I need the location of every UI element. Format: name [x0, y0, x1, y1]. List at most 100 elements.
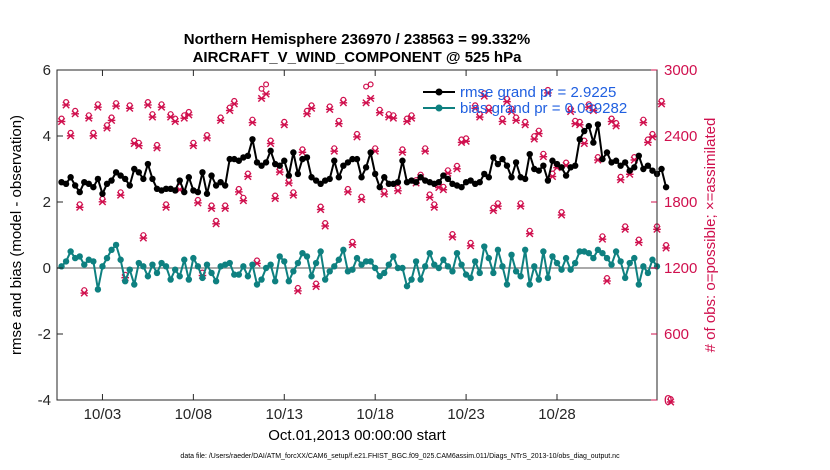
rmse-point [312, 177, 320, 184]
bias-point [412, 258, 420, 265]
x-tick-label: 10/08 [175, 406, 213, 423]
chart-title-line1: Northern Hemisphere 236970 / 238563 = 99… [184, 31, 530, 48]
rmse-point [349, 155, 356, 163]
bias-point [121, 278, 129, 285]
rmse-point [435, 179, 443, 186]
rmse-point [67, 174, 74, 181]
bias-point [231, 271, 238, 278]
obs-assimilated-point [312, 282, 320, 291]
obs-assimilated-point [430, 203, 439, 211]
rmse-point [162, 185, 170, 192]
obs-assimilated-point [66, 132, 75, 140]
obs-assimilated-point [235, 188, 243, 196]
bias-point [312, 259, 320, 267]
legend-rmse-text: rmse grand pr = 2.9225 [460, 84, 616, 101]
rmse-point [235, 157, 243, 164]
obs-assimilated-point [448, 233, 457, 241]
obs-assimilated-point [357, 195, 366, 204]
obs-assimilated-point [107, 116, 116, 125]
bias-point [421, 263, 429, 270]
obs-possible-point [363, 83, 370, 90]
rmse-point [135, 169, 143, 176]
y-left-tick-label: -2 [38, 326, 51, 343]
rmse-point [481, 170, 488, 178]
rmse-point [262, 159, 270, 166]
obs-assimilated-point [148, 113, 157, 121]
bias-point [308, 273, 315, 280]
bias-point [249, 261, 256, 268]
y-right-tick-label: 1200 [664, 260, 697, 277]
bias-point [281, 258, 288, 265]
rmse-point [590, 139, 597, 146]
x-tick-label: 10/23 [447, 406, 485, 423]
rmse-point [194, 188, 202, 196]
rmse-point [185, 174, 193, 181]
obs-assimilated-point [398, 148, 407, 156]
rmse-point [581, 127, 588, 135]
rmse-point [176, 177, 183, 184]
bias-point [340, 246, 347, 254]
rmse-point [490, 154, 497, 161]
rmse-point [526, 150, 533, 158]
bias-point [285, 278, 293, 285]
x-tick-label: 10/03 [84, 406, 122, 423]
bias-point [631, 254, 638, 262]
obs-assimilated-point [189, 142, 198, 150]
obs-assimilated-point [475, 113, 484, 121]
bias-point [435, 264, 443, 272]
rmse-point [267, 147, 274, 155]
rmse-point [571, 162, 579, 169]
bias-point [512, 268, 520, 275]
y-right-tick-label: 1800 [664, 194, 697, 211]
bias-point [471, 258, 479, 265]
bias-point [612, 248, 620, 255]
bias-point [644, 269, 652, 277]
rmse-point [399, 157, 406, 164]
obs-assimilated-point [194, 199, 202, 207]
bias-point [212, 278, 220, 285]
rmse-point [512, 159, 520, 166]
bias-point [67, 248, 74, 255]
obs-assimilated-point [298, 148, 307, 156]
bias-point [635, 281, 643, 288]
rmse-point [303, 154, 311, 161]
obs-assimilated-point [535, 129, 543, 138]
obs-assimilated-point [380, 190, 389, 198]
plot-area [57, 81, 675, 406]
rmse-point [340, 162, 347, 169]
obs-assimilated-point [612, 122, 620, 130]
bias-point [244, 273, 252, 280]
rmse-point [381, 174, 388, 181]
rmse-point [317, 180, 324, 188]
bias-point [135, 259, 143, 267]
obs-assimilated-point [657, 100, 666, 108]
rmse-point [640, 165, 647, 173]
obs-assimilated-point [294, 287, 302, 295]
rmse-point [535, 167, 543, 174]
obs-assimilated-point [153, 144, 161, 152]
rmse-point [112, 169, 120, 176]
y-left-tick-label: -4 [38, 392, 51, 409]
obs-assimilated-point [621, 225, 629, 233]
obs-assimilated-point [285, 179, 293, 187]
rmse-point [467, 177, 474, 184]
rmse-point [553, 160, 561, 168]
obs-assimilated-point [539, 153, 548, 161]
obs-assimilated-point [171, 117, 179, 126]
rmse-point [285, 172, 293, 179]
obs-assimilated-point [635, 238, 643, 247]
bias-point [476, 269, 483, 277]
rmse-point [562, 172, 570, 179]
bias-point [90, 258, 97, 265]
rmse-point [208, 172, 215, 179]
obs-assimilated-point [516, 202, 525, 210]
obs-assimilated-point [525, 230, 534, 238]
x-tick-label: 10/28 [538, 406, 576, 423]
bias-point [394, 264, 402, 272]
rmse-point [171, 187, 179, 194]
bias-point [321, 276, 329, 283]
obs-assimilated-point [203, 134, 211, 142]
obs-assimilated-point [71, 110, 79, 118]
bias-point [490, 269, 497, 277]
obs-assimilated-point [503, 98, 511, 106]
